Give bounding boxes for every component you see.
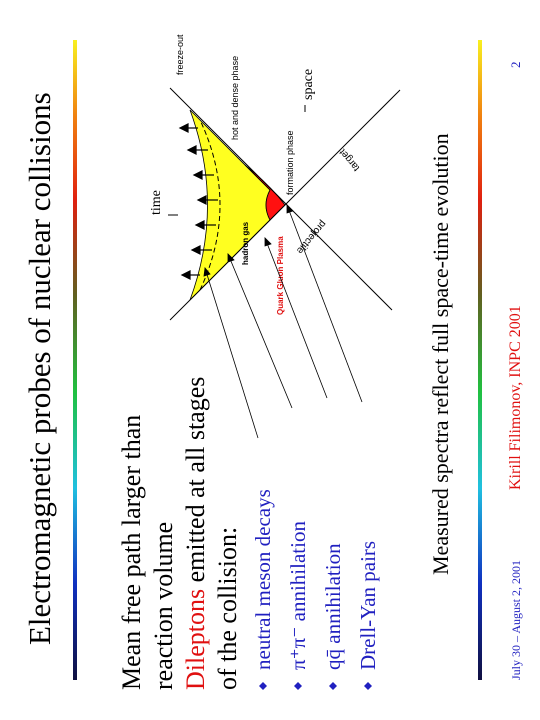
pointer-lines	[203, 204, 363, 439]
body-text: emitted at all stages	[181, 377, 210, 589]
bullet-list: neutral meson decays π⁺π⁻ annihilation q…	[251, 489, 380, 690]
body-line: of the collision:	[213, 527, 242, 690]
flow-arrows	[178, 123, 218, 280]
footer-author: Kirill Filimonov, INPC 2001	[507, 305, 524, 490]
dashed-hypersurface	[199, 119, 221, 291]
phase-label: hadron gas	[241, 221, 250, 265]
highlight: Dileptons	[181, 589, 210, 690]
cone-edge	[169, 89, 401, 321]
body-line: reaction volume	[149, 522, 178, 690]
axis-label: space	[301, 69, 316, 100]
bullet-text: π⁺π⁻ annihilation	[286, 521, 310, 670]
phase-label: Quark Gluon Plasma	[276, 236, 285, 315]
bullet-text: qq̄ annihilation	[321, 543, 345, 670]
bullet-marker	[259, 682, 267, 690]
cone-edge	[169, 87, 393, 311]
page-number: 2	[508, 62, 523, 69]
axis-label: time	[149, 190, 164, 215]
bullet-text: Drell-Yan pairs	[356, 541, 380, 670]
body-line: Mean free path larger than	[117, 415, 146, 690]
conclusion: Measured spectra reflect full space-time…	[428, 133, 453, 575]
footer-date: July 30 – August 2, 2001	[509, 560, 523, 680]
phase-label: hot and dense phase	[230, 56, 240, 140]
bottom-rule	[478, 40, 482, 680]
bullet-marker	[294, 682, 302, 690]
beam-label: target	[337, 146, 362, 173]
phase-label: formation phase	[285, 130, 295, 195]
slide-title: Electromagnetic probes of nuclear collis…	[22, 92, 57, 645]
bullet-marker	[364, 682, 372, 690]
bullet-text: neutral meson decays	[251, 489, 275, 670]
body-line: Dileptons emitted at all stages	[181, 377, 210, 690]
bullet-marker	[329, 682, 337, 690]
top-rule	[73, 40, 77, 680]
phase-label: freeze-out	[175, 34, 185, 75]
